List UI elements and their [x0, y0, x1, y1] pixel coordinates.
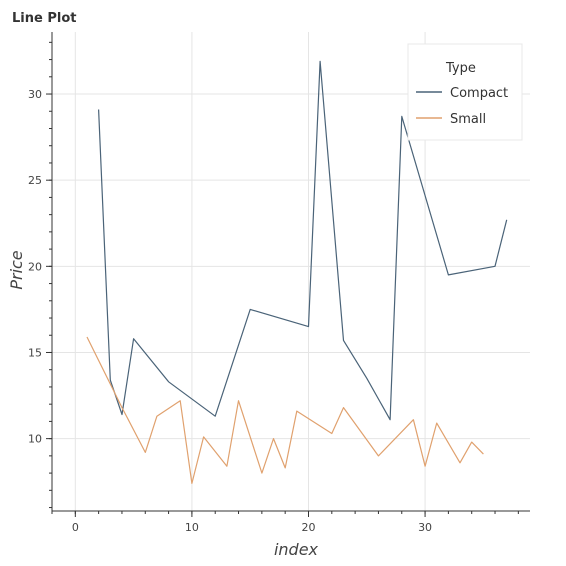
x-tick-label: 10 [185, 521, 199, 534]
y-tick-label: 20 [28, 260, 42, 273]
x-axis-label: index [274, 540, 319, 559]
series-line-compact [98, 60, 508, 421]
y-axis-label: Price [7, 250, 26, 289]
x-tick-label: 30 [418, 521, 432, 534]
chart-title: Line Plot [12, 11, 76, 26]
axes [46, 32, 530, 517]
series-lines [86, 60, 508, 484]
legend: Type Compact Small [407, 43, 523, 141]
legend-title: Type [445, 61, 476, 76]
legend-label-small: Small [450, 112, 486, 127]
y-tick-label: 10 [28, 433, 42, 446]
x-tick-label: 20 [301, 521, 315, 534]
y-tick-label: 30 [28, 88, 42, 101]
legend-label-compact: Compact [450, 86, 508, 101]
legend-items: Compact Small [416, 86, 508, 127]
y-tick-label: 25 [28, 174, 42, 187]
tick-labels: 0 10 20 30 10 15 20 25 30 [28, 88, 432, 534]
x-tick-label: 0 [72, 521, 79, 534]
y-tick-label: 15 [28, 346, 42, 359]
series-line-small [86, 336, 484, 484]
